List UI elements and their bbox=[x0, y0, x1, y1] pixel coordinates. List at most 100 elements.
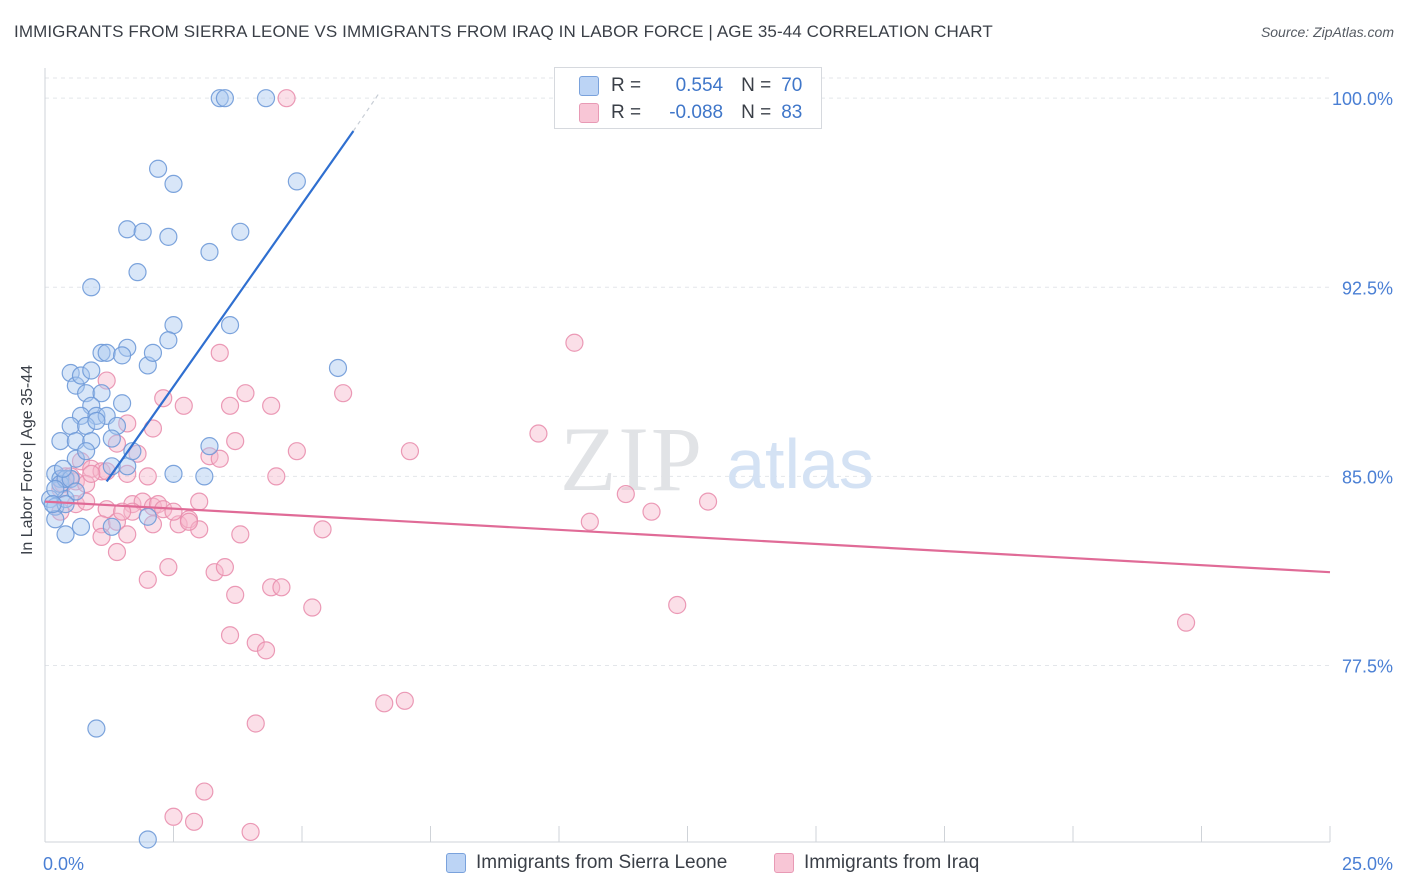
point-iraq bbox=[220, 396, 240, 415]
stats-r-value: -0.088 bbox=[669, 102, 724, 123]
trend-line-sierra-leone-extension bbox=[352, 92, 380, 132]
point-iraq bbox=[231, 525, 250, 544]
point-iraq bbox=[313, 520, 332, 539]
point-iraq bbox=[277, 89, 296, 108]
y-axis-title: In Labor Force | Age 35-44 bbox=[19, 364, 36, 556]
point-sierra-leone bbox=[159, 331, 178, 350]
tick-labels: 77.5% 85.0% 92.5% 100.0% 0.0% 25.0% bbox=[43, 89, 1393, 874]
point-iraq bbox=[262, 578, 281, 597]
point-iraq bbox=[698, 492, 718, 511]
point-iraq bbox=[107, 542, 127, 562]
point-iraq bbox=[179, 512, 199, 531]
y-tick-label: 100.0% bbox=[1332, 89, 1393, 109]
point-sierra-leone bbox=[231, 222, 250, 241]
source-label[interactable]: Source: ZipAtlas.com bbox=[1260, 24, 1394, 40]
stats-row-iraq: R = -0.088 N = 83 bbox=[579, 100, 802, 126]
point-iraq bbox=[642, 502, 661, 521]
stats-swatch-blue bbox=[579, 76, 599, 96]
y-tick-label: 77.5% bbox=[1342, 656, 1393, 676]
point-iraq bbox=[529, 424, 548, 443]
grid-lines bbox=[45, 77, 1330, 666]
point-iraq bbox=[400, 442, 420, 461]
point-sierra-leone bbox=[102, 429, 121, 448]
point-sierra-leone bbox=[210, 89, 229, 108]
stats-swatch-pink bbox=[579, 103, 599, 123]
point-sierra-leone bbox=[143, 343, 163, 362]
legend-item-iraq[interactable]: Immigrants from Iraq bbox=[774, 852, 979, 874]
point-iraq bbox=[236, 384, 255, 403]
point-iraq bbox=[128, 444, 147, 463]
point-sierra-leone bbox=[118, 220, 137, 239]
trend-line-sierra-leone bbox=[105, 130, 355, 483]
point-sierra-leone bbox=[46, 510, 65, 529]
point-iraq bbox=[138, 570, 157, 589]
point-sierra-leone bbox=[53, 459, 73, 478]
point-iraq bbox=[226, 431, 245, 451]
watermark-atlas: atlas bbox=[726, 425, 874, 503]
y-tick-label: 85.0% bbox=[1342, 467, 1393, 487]
point-iraq bbox=[184, 812, 204, 831]
point-sierra-leone bbox=[82, 431, 101, 451]
point-sierra-leone bbox=[61, 416, 80, 436]
point-sierra-leone bbox=[328, 358, 348, 378]
point-iraq bbox=[215, 558, 234, 577]
point-sierra-leone bbox=[287, 172, 306, 191]
point-sierra-leone bbox=[77, 442, 96, 461]
point-sierra-leone bbox=[123, 442, 142, 461]
point-iraq bbox=[580, 512, 599, 531]
point-iraq bbox=[107, 512, 127, 531]
point-iraq bbox=[267, 467, 286, 486]
trend-line-iraq bbox=[44, 500, 1331, 574]
point-sierra-leone bbox=[82, 278, 101, 297]
stats-n-label: N = bbox=[741, 75, 772, 96]
legend-label: Immigrants from Iraq bbox=[804, 852, 980, 873]
point-sierra-leone bbox=[66, 376, 85, 395]
point-iraq bbox=[395, 691, 414, 710]
point-sierra-leone bbox=[200, 242, 219, 262]
legend-label: Immigrants from Sierra Leone bbox=[476, 852, 728, 873]
point-iraq bbox=[565, 333, 584, 352]
point-sierra-leone bbox=[87, 719, 106, 738]
legend-swatch-pink bbox=[774, 853, 794, 873]
point-iraq bbox=[241, 822, 260, 842]
point-sierra-leone bbox=[128, 263, 147, 282]
point-sierra-leone bbox=[256, 89, 276, 108]
point-sierra-leone bbox=[164, 174, 183, 194]
point-sierra-leone bbox=[92, 343, 111, 362]
point-iraq bbox=[164, 807, 183, 826]
point-sierra-leone bbox=[112, 346, 132, 365]
point-iraq bbox=[220, 626, 240, 645]
watermark: ZIP atlas bbox=[560, 408, 874, 510]
point-iraq bbox=[174, 396, 193, 415]
point-sierra-leone bbox=[97, 343, 116, 362]
point-iraq bbox=[226, 585, 245, 604]
point-sierra-leone bbox=[71, 517, 91, 536]
trend-lines bbox=[44, 92, 1331, 574]
point-iraq bbox=[375, 694, 394, 713]
x-tick-label-max: 25.0% bbox=[1342, 854, 1393, 874]
point-iraq bbox=[159, 558, 178, 577]
point-sierra-leone bbox=[148, 159, 168, 178]
point-sierra-leone bbox=[164, 464, 183, 483]
point-sierra-leone bbox=[215, 89, 234, 108]
point-sierra-leone bbox=[82, 361, 101, 380]
legend-item-sierra-leone[interactable]: Immigrants from Sierra Leone bbox=[446, 852, 727, 874]
axes bbox=[44, 68, 1331, 843]
point-sierra-leone bbox=[46, 479, 65, 499]
series-sierra-leone-points bbox=[41, 89, 348, 849]
stats-n-label: N = bbox=[741, 102, 772, 123]
point-iraq bbox=[71, 452, 91, 471]
point-sierra-leone bbox=[138, 507, 157, 526]
stats-row-sierra-leone: R = 0.554 N = 70 bbox=[579, 73, 802, 99]
point-iraq bbox=[190, 520, 209, 539]
point-sierra-leone bbox=[159, 227, 178, 246]
point-sierra-leone bbox=[51, 431, 70, 451]
stats-legend-box: R = 0.554 N = 70 R = -0.088 N = 83 bbox=[554, 67, 822, 129]
point-sierra-leone bbox=[66, 449, 85, 468]
point-iraq bbox=[107, 434, 127, 453]
point-iraq bbox=[262, 396, 281, 415]
point-iraq bbox=[287, 442, 306, 461]
point-sierra-leone bbox=[102, 517, 121, 536]
bottom-legend: Immigrants from Sierra Leone Immigrants … bbox=[0, 850, 1406, 880]
